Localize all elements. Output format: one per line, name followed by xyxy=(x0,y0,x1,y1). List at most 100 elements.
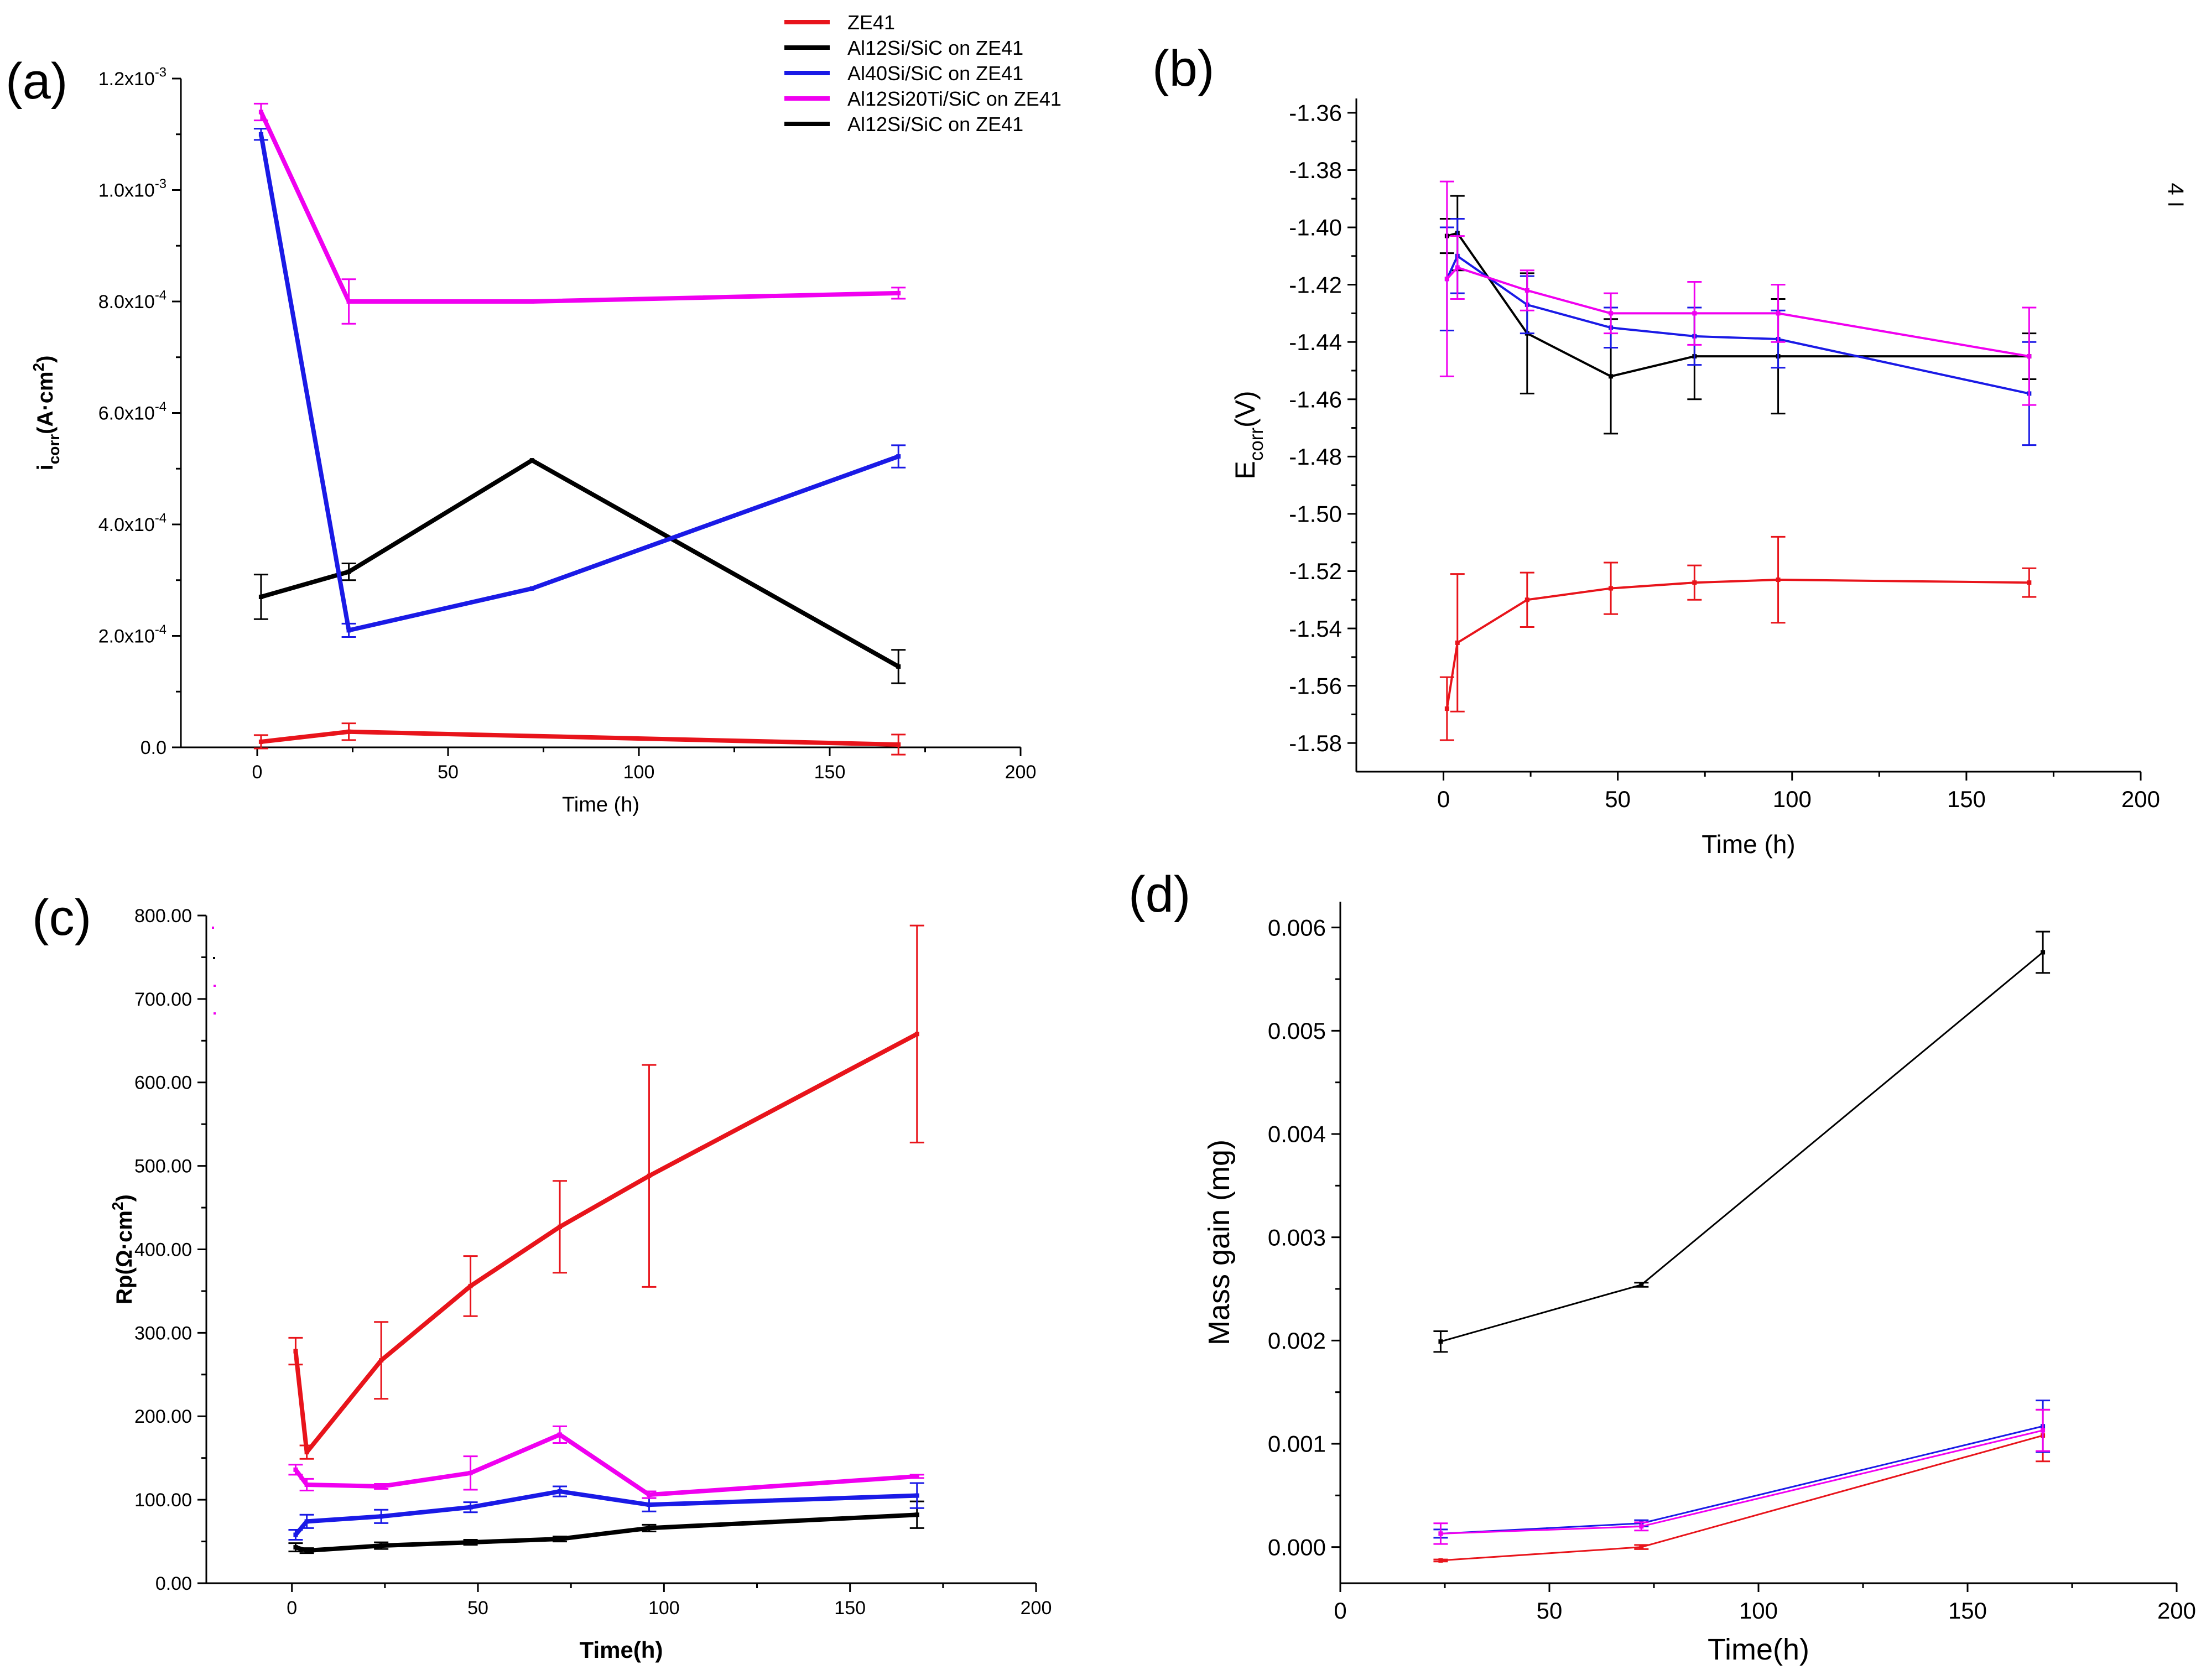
stray-mark-b: 4 I xyxy=(2163,183,2188,207)
data-point xyxy=(1692,311,1697,316)
data-point xyxy=(304,1450,309,1455)
x-tick-label: 200 xyxy=(1021,1598,1052,1619)
data-point xyxy=(258,594,263,599)
x-axis-title: Time(h) xyxy=(1708,1633,1809,1666)
y-tick-label: -1.48 xyxy=(1289,444,1342,470)
series-ze41 xyxy=(1439,535,2037,741)
series-line xyxy=(295,1512,917,1553)
x-tick-label: 150 xyxy=(1947,786,1986,812)
data-point xyxy=(558,1432,563,1437)
y-tick-label: -1.40 xyxy=(1289,215,1342,241)
data-point xyxy=(293,1545,298,1550)
x-tick-label: 50 xyxy=(467,1598,488,1619)
data-point xyxy=(1639,1524,1644,1529)
data-point xyxy=(258,110,263,115)
y-tick-label: 1.2x10-3 xyxy=(98,65,166,90)
y-tick-label: 0.003 xyxy=(1268,1224,1326,1250)
y-tick-label: 0.004 xyxy=(1268,1121,1326,1147)
data-point xyxy=(2027,354,2032,359)
series-line xyxy=(293,1032,918,1455)
y-tick-label: 500.00 xyxy=(134,1156,192,1177)
data-point xyxy=(1444,277,1449,282)
x-tick-label: 200 xyxy=(1005,762,1037,783)
series-al12si-sic-on-ze41 xyxy=(1439,195,2037,435)
data-point xyxy=(293,1532,298,1537)
data-point xyxy=(1609,374,1614,379)
data-point xyxy=(379,1358,384,1363)
data-point xyxy=(1639,1282,1644,1287)
data-point xyxy=(1524,288,1529,293)
data-point xyxy=(914,1493,919,1498)
data-point xyxy=(647,1492,652,1497)
series-al12si-sic-on-ze41 xyxy=(253,458,906,684)
y-tick-label: 1.0x10-3 xyxy=(98,176,166,201)
y-axis-title: Rp(Ω·cm2) xyxy=(109,1194,137,1304)
stray-dot xyxy=(213,957,215,959)
data-point xyxy=(346,628,351,633)
y-tick-label: 800.00 xyxy=(134,906,192,927)
x-tick-label: 150 xyxy=(1948,1598,1987,1624)
x-tick-label: 0 xyxy=(1437,786,1450,812)
data-point xyxy=(379,1514,384,1519)
data-point xyxy=(914,1474,919,1479)
series-line xyxy=(261,729,899,747)
y-tick-label: -1.38 xyxy=(1289,157,1342,183)
legend-label: Al12Si20Ti/SiC on ZE41 xyxy=(847,87,1062,110)
data-point xyxy=(1524,597,1529,602)
data-point xyxy=(1455,640,1460,645)
y-tick-label: 0.005 xyxy=(1268,1018,1326,1044)
y-tick-label: 0.001 xyxy=(1268,1431,1326,1457)
data-point xyxy=(304,1482,309,1487)
x-tick-label: 100 xyxy=(623,762,655,783)
x-tick-label: 50 xyxy=(438,762,459,783)
x-tick-label: 100 xyxy=(1773,786,1812,812)
y-tick-label: 6.0x10-4 xyxy=(98,399,166,424)
data-point xyxy=(1455,265,1460,270)
data-point xyxy=(468,1470,473,1475)
data-point xyxy=(647,1173,652,1178)
x-tick-label: 0 xyxy=(1334,1598,1346,1624)
legend-label: Al40Si/SiC on ZE41 xyxy=(847,62,1023,85)
y-tick-label: -1.54 xyxy=(1289,616,1342,642)
series-al12si20ti-sic-on-ze41 xyxy=(1439,180,2037,406)
series-line xyxy=(260,458,900,669)
y-tick-label: 600.00 xyxy=(134,1073,192,1094)
series-line xyxy=(1440,1434,2043,1562)
x-tick-label: 150 xyxy=(814,762,846,783)
series-al12si-sic-on-ze41 xyxy=(288,1500,924,1554)
data-point xyxy=(914,1512,919,1517)
y-tick-label: 0.00 xyxy=(155,1573,192,1594)
series-al40si-sic-on-ze41 xyxy=(253,128,906,638)
data-point xyxy=(468,1540,473,1545)
data-point xyxy=(293,1467,298,1472)
data-point xyxy=(379,1484,384,1489)
y-tick-label: 0.0 xyxy=(141,737,166,758)
data-point xyxy=(2041,1428,2046,1433)
data-point xyxy=(258,132,263,137)
data-point xyxy=(304,1519,309,1524)
data-point xyxy=(1438,1339,1443,1344)
series-line xyxy=(294,1489,917,1537)
x-tick-label: 150 xyxy=(834,1598,866,1619)
y-tick-label: 2.0x10-4 xyxy=(98,622,166,647)
y-tick-label: -1.50 xyxy=(1289,501,1342,527)
data-point xyxy=(529,299,534,304)
y-tick-label: -1.36 xyxy=(1289,100,1342,126)
data-point xyxy=(1444,706,1449,711)
panel-label-a: (a) xyxy=(6,53,67,110)
series-line xyxy=(1446,232,2030,378)
data-point xyxy=(896,742,901,747)
x-tick-label: 100 xyxy=(648,1598,680,1619)
series-ze41 xyxy=(253,722,906,756)
data-point xyxy=(529,458,534,463)
data-point xyxy=(379,1543,384,1548)
x-tick-label: 200 xyxy=(2121,786,2160,812)
y-tick-label: 100.00 xyxy=(134,1490,192,1511)
data-point xyxy=(896,664,901,669)
data-point xyxy=(1438,1531,1443,1536)
data-point xyxy=(1609,311,1614,316)
data-point xyxy=(558,1224,563,1229)
series-line xyxy=(1440,951,2044,1343)
y-tick-label: -1.52 xyxy=(1289,558,1342,584)
